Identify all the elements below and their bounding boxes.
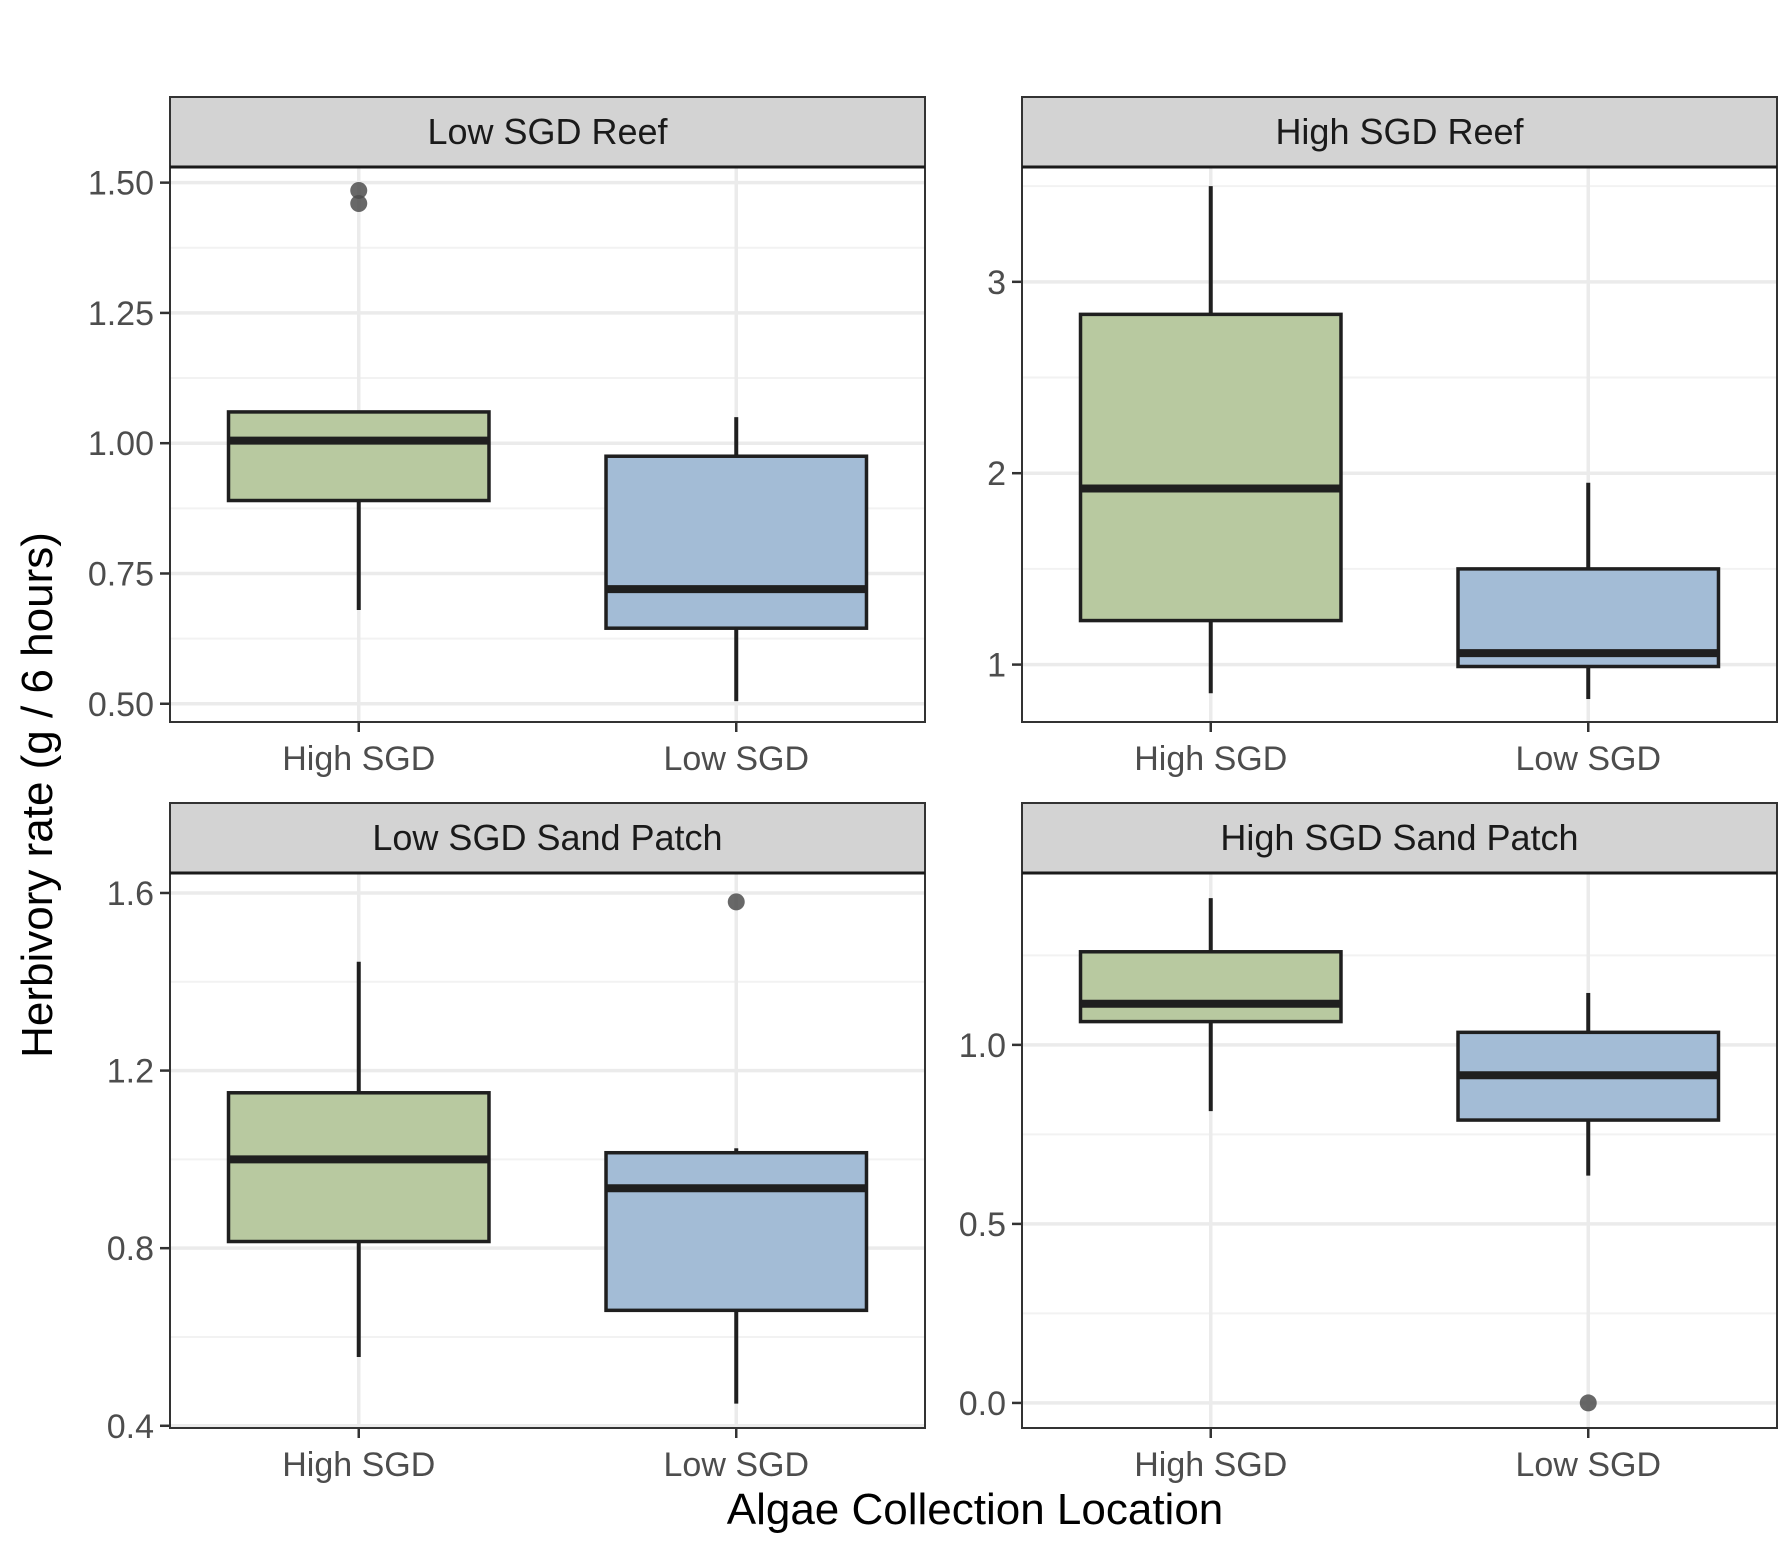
x-tick-label: High SGD (1134, 1446, 1287, 1484)
x-tick-label: Low SGD (664, 740, 810, 778)
outlier-point (1579, 1394, 1597, 1412)
y-tick-label: 3 (987, 264, 1006, 302)
x-tick-label: High SGD (282, 740, 435, 778)
box-low-sgd (1456, 992, 1721, 1412)
y-tick-label: 1.2 (107, 1053, 154, 1091)
y-tick-label: 1.25 (88, 295, 154, 333)
facet-strip (1021, 802, 1778, 874)
x-axis-title: Algae Collection Location (727, 1485, 1224, 1534)
box-body (604, 1150, 869, 1313)
y-tick-label: 0.5 (959, 1206, 1006, 1244)
facet-panels: Low SGD Reef 0.50 0.75 1.00 1.25 1.50 High SGD… (88, 96, 1778, 1484)
y-tick-label: 1.50 (88, 165, 154, 203)
box-body (226, 410, 491, 503)
box-body (1078, 950, 1343, 1024)
box-high-sgd (226, 181, 491, 610)
y-tick-label: 2 (987, 455, 1006, 493)
x-tick-label: High SGD (282, 1446, 435, 1484)
y-tick-label: 1 (987, 647, 1006, 685)
y-tick-label: 0.4 (107, 1408, 154, 1446)
x-tick-label: Low SGD (1516, 1446, 1662, 1484)
y-tick-label: 0.75 (88, 555, 154, 593)
facet-panel: High SGD Sand Patch 0.0 0.5 1.0 High SGD Low … (959, 802, 1778, 1484)
facet-strip-label: Low SGD Sand Patch (372, 817, 722, 858)
box-high-sgd (1078, 186, 1343, 694)
box-high-sgd (226, 961, 491, 1357)
box-low-sgd (604, 893, 869, 1404)
box-low-sgd (1456, 482, 1721, 700)
box-body (226, 1091, 491, 1244)
y-tick-label: 1.6 (107, 875, 154, 913)
facet-panel: High SGD Reef 1 2 3 High SGD Low SGD (987, 96, 1778, 778)
x-tick-label: Low SGD (1516, 740, 1662, 778)
facet-strip-label: High SGD Sand Patch (1220, 817, 1578, 858)
facet-panel: Low SGD Sand Patch 0.4 0.8 1.2 1.6 High SGD Lo… (107, 802, 926, 1484)
facet-strip-label: High SGD Reef (1275, 111, 1524, 152)
y-tick-label: 0.50 (88, 686, 154, 724)
box-high-sgd (1078, 898, 1343, 1112)
outlier-point (350, 181, 368, 199)
x-tick-label: High SGD (1134, 740, 1287, 778)
facet-strip (169, 96, 926, 168)
box-body (604, 454, 869, 630)
y-tick-label: 1.0 (959, 1027, 1006, 1065)
outlier-point (727, 893, 745, 911)
facet-strip (169, 802, 926, 874)
y-tick-label: 0.0 (959, 1385, 1006, 1423)
y-axis-title: Herbivory rate (g / 6 hours) (13, 532, 62, 1058)
box-body (1078, 312, 1343, 623)
box-low-sgd (604, 417, 869, 702)
y-tick-label: 1.00 (88, 425, 154, 463)
x-tick-label: Low SGD (664, 1446, 810, 1484)
y-tick-label: 0.8 (107, 1230, 154, 1268)
facet-strip-label: Low SGD Reef (427, 111, 668, 152)
facet-panel: Low SGD Reef 0.50 0.75 1.00 1.25 1.50 High SGD… (88, 96, 926, 778)
outlier-point (350, 194, 368, 212)
